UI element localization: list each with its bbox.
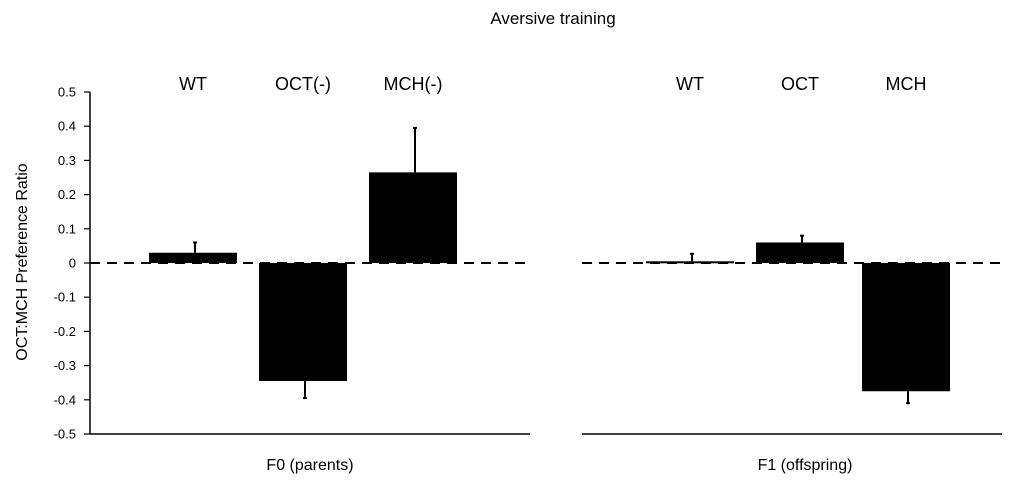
y-tick-label: -0.3 [54, 358, 76, 373]
y-tick-label: -0.5 [54, 427, 76, 442]
y-axis-ticks: 0.5 0.4 0.3 0.2 0.1 0 -0.1 -0.2 -0.3 -0.4 -0.5 [54, 85, 90, 442]
category-label: WT [179, 74, 207, 94]
panel-f0: 0.5 0.4 0.3 0.2 0.1 0 -0.1 -0.2 -0.3 -0.4 -0.5 WT O… [54, 74, 530, 474]
category-label: WT [676, 74, 704, 94]
y-tick-label: 0.2 [58, 187, 76, 202]
panel-f1: WT OCT MCH F1 (offspring) [582, 74, 1002, 474]
bar [862, 263, 950, 392]
bar [149, 252, 237, 263]
category-label: OCT(-) [275, 74, 331, 94]
y-tick-label: -0.4 [54, 392, 76, 407]
bar [756, 242, 844, 263]
y-tick-label: 0.5 [58, 85, 76, 100]
panel-label-f0: F0 (parents) [266, 457, 353, 474]
category-label: MCH(-) [384, 74, 443, 94]
y-tick-label: 0.3 [58, 153, 76, 168]
y-tick-label: -0.2 [54, 324, 76, 339]
y-tick-label: 0.1 [58, 221, 76, 236]
bar [369, 172, 457, 263]
y-tick-label: 0.4 [58, 119, 76, 134]
y-tick-label: 0 [69, 256, 76, 271]
bars-f1: WT OCT MCH [646, 74, 950, 405]
bar [259, 263, 347, 381]
panel-label-f1: F1 (offspring) [758, 457, 853, 474]
category-label: MCH [886, 74, 927, 94]
bar [646, 261, 734, 264]
category-label: OCT [781, 74, 819, 94]
y-axis-label: OCT:MCH Preference Ratio [14, 163, 31, 360]
y-tick-label: -0.1 [54, 290, 76, 305]
bars-f0: WT OCT(-) MCH(-) [149, 74, 457, 400]
chart-title: Aversive training [490, 9, 615, 28]
